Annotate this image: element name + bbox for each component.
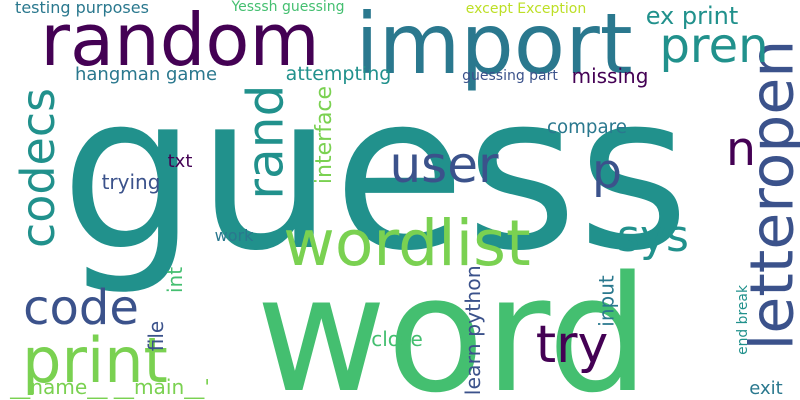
word-testing-purposes: testing purposes [15,0,149,17]
word-pren: pren [659,18,769,74]
word-close: close [371,327,423,351]
word-hangman-game: hangman game [74,64,218,85]
word-rand: rand [235,85,295,200]
word-code: code [23,280,139,336]
word-exit: exit [749,378,783,399]
word-guess: guess [60,47,690,298]
word-guessing-part: guessing part [462,68,558,84]
word-except-exception: except Exception [465,1,587,17]
word-compare: compare [547,116,627,138]
word-ex-print: ex print [645,2,739,30]
word-try: try [535,315,609,375]
word-input: input [594,275,619,327]
word-work: work [214,226,254,245]
word-end-break: end break [735,285,752,355]
word-attempting: attempting [285,63,392,85]
word-file: file [144,320,168,352]
word-p: p [592,144,622,200]
word-wordlist: wordlist [283,207,531,280]
word-user: user [389,136,499,194]
word-int: int [162,266,187,294]
word-import: import [355,0,633,93]
word-trying: trying [101,170,161,194]
word-sys: sys [617,211,689,262]
word-name-main: __name__ __main__' [10,374,210,399]
word-interface: interface [312,85,337,185]
word-random: random [40,0,320,82]
word-print: print [22,324,168,397]
word-learn-python: learn python [460,265,485,395]
word-codecs: codecs [11,88,66,248]
word-n: n [726,122,756,178]
word-word: word [255,241,650,400]
word-yesssh-guessing: Yesssh guessing [231,0,345,15]
word-txt: txt [167,151,193,172]
word-missing: missing [571,64,649,88]
